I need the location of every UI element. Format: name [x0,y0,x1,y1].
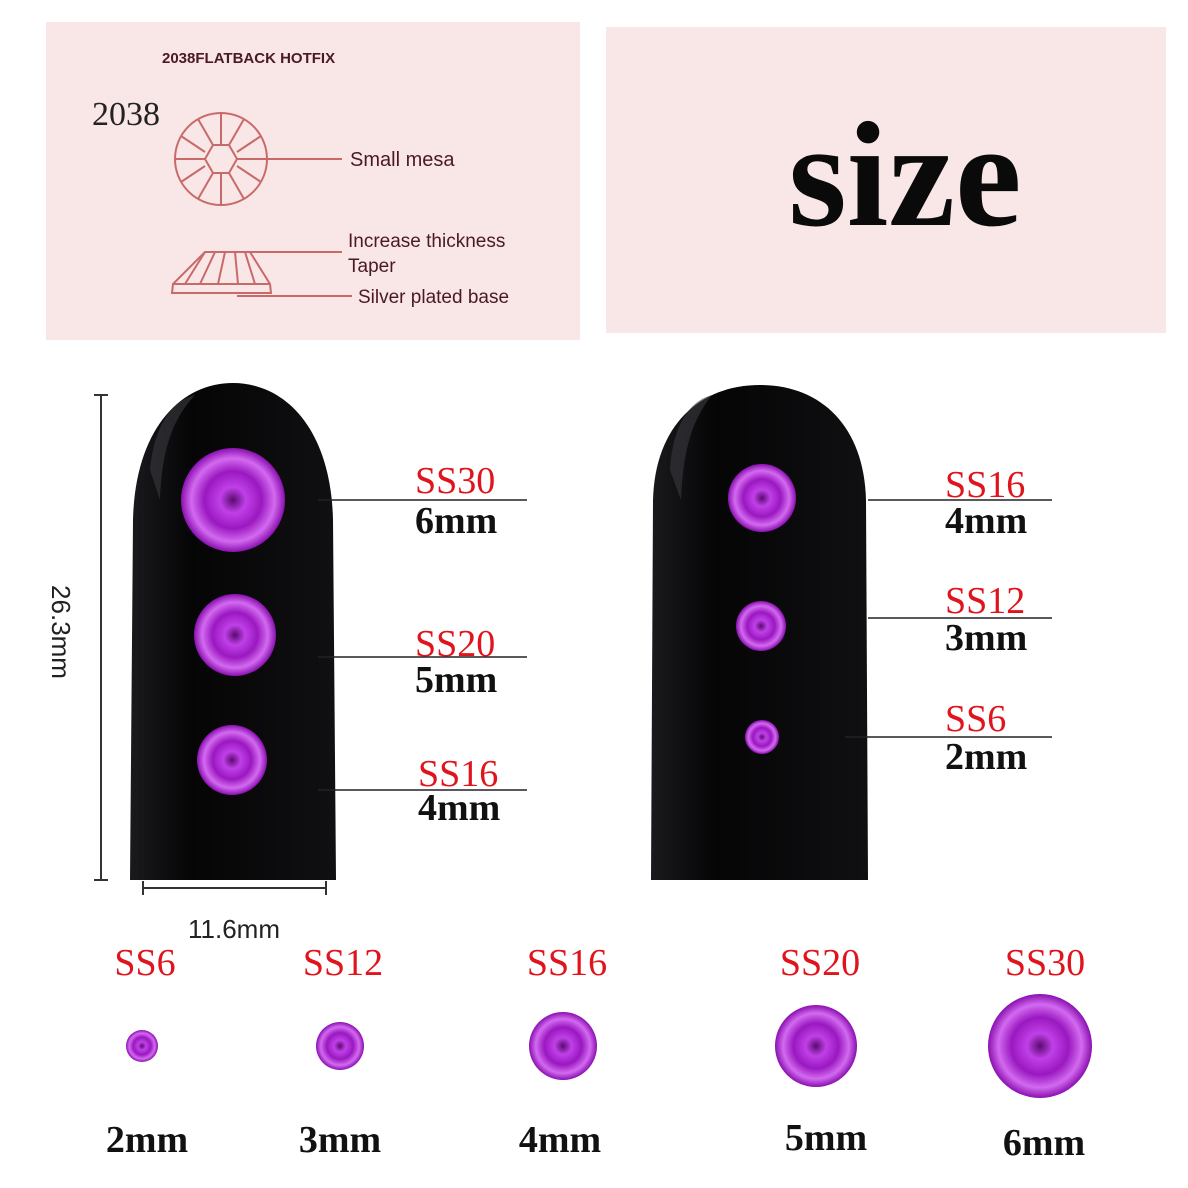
bottom-code-ss20: SS20 [780,942,860,984]
label-small-mesa: Small mesa [350,149,455,171]
label-increase-thickness: Increase thickness [348,231,505,252]
bottom-size-2mm: 2mm [106,1119,188,1161]
left-label-code-2: SS20 [415,623,495,665]
width-dimension [142,881,327,895]
right-label-code-2: SS12 [945,580,1025,622]
gem-ss12 [736,601,786,651]
right-label-size-1: 4mm [945,500,1027,542]
page-title: size [788,92,1021,258]
gem-ss12 [316,1022,364,1070]
left-label-size-3: 4mm [418,787,500,829]
diagram-header: 2038FLATBACK HOTFIX [162,50,335,67]
left-label-code-3: SS16 [418,753,498,795]
diagram-panel: 2038FLATBACK HOTFIX 2038 Small mesa Incr… [46,22,580,340]
right-label-code-1: SS16 [945,464,1025,506]
gem-ss20 [775,1005,857,1087]
bottom-code-ss16: SS16 [527,942,607,984]
bottom-size-4mm: 4mm [519,1119,601,1161]
gem-ss30 [181,448,285,552]
gem-ss16 [529,1012,597,1080]
right-nail [651,385,868,880]
label-silver-plated-base: Silver plated base [358,287,509,308]
model-number: 2038 [92,96,160,133]
width-label: 11.6mm [188,914,280,944]
size-panel: size [606,27,1166,333]
gem-ss6 [126,1030,158,1062]
height-dimension [94,394,108,881]
bottom-size-6mm: 6mm [1003,1122,1085,1164]
right-label-size-2: 3mm [945,617,1027,659]
bottom-size-row: SS6 SS12 SS16 SS20 SS30 2mm 3mm 4mm 5mm … [106,942,1092,1164]
bottom-size-5mm: 5mm [785,1117,867,1159]
left-label-size-1: 6mm [415,500,497,542]
bottom-code-ss12: SS12 [303,942,383,984]
left-nail [130,383,336,880]
label-taper: Taper [348,256,396,277]
gem-ss30 [988,994,1092,1098]
gem-ss20 [194,594,276,676]
gem-ss16 [197,725,267,795]
left-label-code-1: SS30 [415,460,495,502]
right-label-code-3: SS6 [945,698,1006,740]
left-label-size-2: 5mm [415,659,497,701]
right-label-size-3: 2mm [945,736,1027,778]
bottom-code-ss6: SS6 [114,942,175,984]
gem-ss16 [728,464,796,532]
gem-ss6 [745,720,779,754]
height-label: 26.3mm [46,585,76,679]
bottom-code-ss30: SS30 [1005,942,1085,984]
bottom-size-3mm: 3mm [299,1119,381,1161]
